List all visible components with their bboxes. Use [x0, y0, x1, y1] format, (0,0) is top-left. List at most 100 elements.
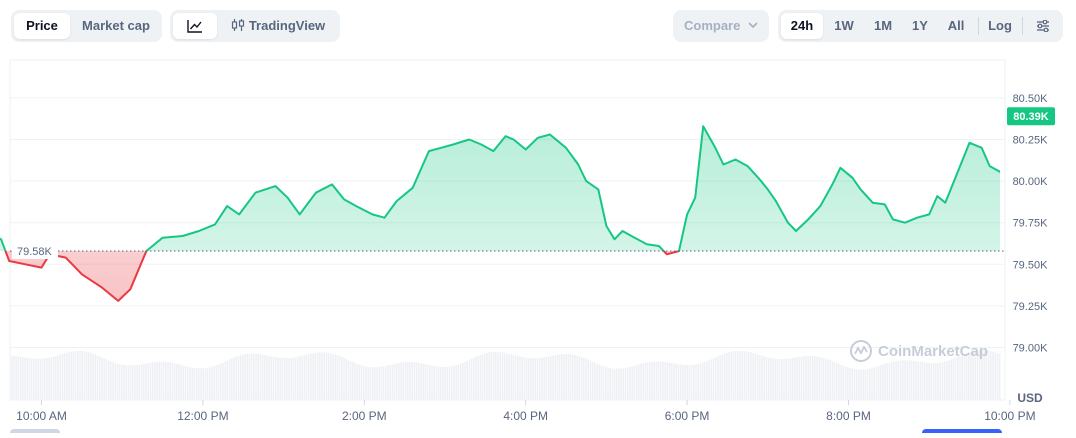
volume-bar	[816, 356, 818, 400]
volume-bar	[994, 352, 996, 400]
volume-bar	[22, 357, 24, 400]
volume-bar	[822, 357, 825, 400]
volume-bar	[266, 355, 268, 400]
volume-bar	[215, 365, 218, 400]
volume-bar	[264, 355, 266, 400]
volume-bar	[992, 351, 994, 400]
volume-bar	[409, 361, 411, 400]
volume-bar	[805, 356, 807, 400]
volume-bar	[442, 366, 444, 400]
line-chart-icon	[187, 20, 202, 33]
volume-bar	[684, 364, 686, 400]
volume-bar	[138, 364, 141, 400]
volume-bar	[473, 357, 475, 400]
chart-toolbar: Price Market cap TradingView Compare 24h…	[0, 0, 1076, 54]
volume-bar	[539, 357, 541, 400]
volume-bar	[561, 354, 563, 400]
volume-bar	[954, 357, 957, 400]
volume-bar	[253, 353, 255, 400]
volume-bar	[327, 352, 330, 400]
volume-bar	[209, 367, 211, 400]
volume-bar	[699, 363, 702, 400]
volume-bar	[261, 354, 264, 400]
volume-bar	[88, 352, 90, 400]
volume-bar	[532, 358, 534, 400]
settings-button[interactable]	[1027, 13, 1059, 39]
volume-bar	[356, 363, 358, 400]
currency-label: USD	[1017, 391, 1043, 405]
tradingview-button[interactable]: TradingView	[222, 13, 334, 39]
volume-bar	[74, 351, 77, 400]
reference-price-tag: 79.58K	[12, 242, 58, 259]
volume-bar	[996, 352, 999, 400]
volume-bar	[81, 351, 83, 400]
volume-bar	[407, 362, 409, 400]
volume-bar	[492, 351, 495, 400]
volume-bar	[369, 367, 372, 400]
volume-bar	[28, 358, 31, 400]
volume-bar	[519, 356, 521, 400]
volume-bar	[961, 354, 963, 400]
volume-bar	[323, 352, 325, 400]
volume-bar	[756, 354, 759, 400]
volume-bar	[946, 360, 948, 400]
volume-bar	[858, 369, 860, 400]
volume-bar	[343, 357, 345, 400]
watermark: CoinMarketCap	[850, 340, 988, 362]
range-1y[interactable]: 1Y	[912, 18, 928, 33]
volume-bar	[367, 366, 369, 400]
log-toggle[interactable]: Log	[988, 18, 1012, 33]
volume-bar	[941, 362, 944, 400]
volume-bar	[488, 352, 490, 400]
volume-bar	[422, 363, 424, 400]
volume-bar	[41, 358, 44, 400]
volume-bar	[998, 353, 1001, 400]
range-24h[interactable]: 24h	[781, 13, 823, 39]
volume-bar	[338, 356, 341, 400]
watermark-text: CoinMarketCap	[878, 343, 988, 360]
volume-bar	[627, 367, 629, 400]
y-tick-label: 79.00K	[1013, 343, 1049, 355]
volume-bar	[118, 364, 121, 400]
volume-bar	[543, 357, 545, 400]
price-chart[interactable]: 80.50K 80.25K 80.00K 79.75K 79.50K 79.25K 79.0…	[0, 54, 1076, 437]
compare-dropdown[interactable]: Compare	[673, 10, 769, 42]
range-1m[interactable]: 1M	[873, 18, 893, 33]
volume-bar	[39, 358, 42, 400]
price-mcap-toggle: Price Market cap	[11, 10, 162, 42]
volume-bar	[292, 357, 295, 400]
volume-bar	[913, 360, 915, 400]
volume-bar	[66, 352, 68, 400]
volume-bar	[352, 361, 354, 400]
volume-bar	[68, 352, 70, 400]
price-tab[interactable]: Price	[14, 13, 70, 39]
volume-bar	[512, 354, 515, 400]
volume-bar	[250, 353, 253, 400]
range-divider	[978, 17, 979, 35]
volume-bar	[514, 355, 517, 400]
market-cap-tab[interactable]: Market cap	[82, 18, 150, 33]
coinmarketcap-logo-icon	[850, 340, 872, 362]
volume-bar	[486, 352, 488, 400]
volume-bar	[686, 365, 688, 400]
y-tick-label: 80.25K	[1013, 135, 1049, 147]
volume-bar	[228, 359, 231, 400]
volume-bar	[424, 364, 427, 400]
volume-bar	[462, 362, 464, 400]
volume-bar	[880, 365, 882, 400]
volume-bar	[288, 357, 290, 400]
range-all[interactable]: All	[947, 18, 965, 33]
volume-bar	[70, 351, 72, 400]
volume-bar	[552, 355, 554, 400]
range-1w[interactable]: 1W	[834, 18, 854, 33]
volume-bar	[906, 360, 908, 400]
scroll-handle-left[interactable]	[10, 429, 60, 437]
volume-bar	[92, 353, 94, 400]
volume-bar	[400, 362, 402, 400]
volume-bar	[778, 359, 781, 400]
volume-bar	[618, 368, 620, 400]
volume-bar	[127, 365, 130, 400]
scroll-handle[interactable]	[922, 429, 1002, 437]
volume-bar	[415, 362, 418, 400]
line-chart-button[interactable]	[173, 13, 217, 39]
